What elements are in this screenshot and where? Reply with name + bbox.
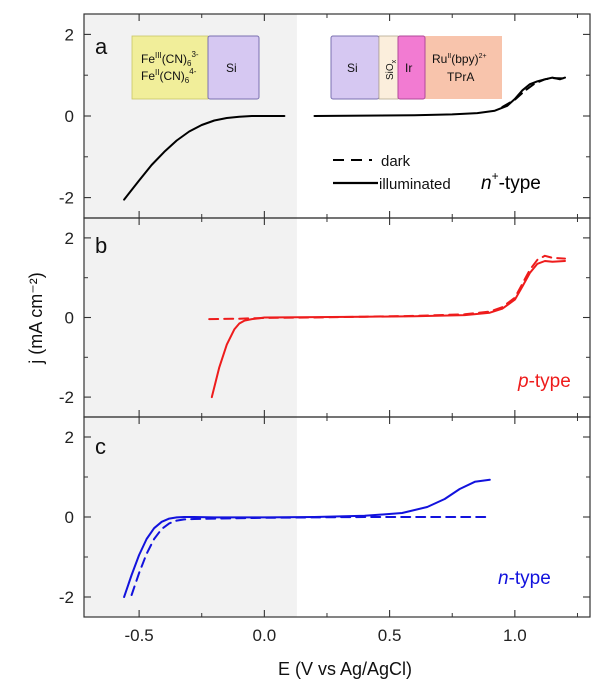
y-tick-label: 2 — [65, 428, 74, 447]
x-axis-title: E (V vs Ag/AgCl) — [278, 659, 412, 679]
y-tick-label: 0 — [65, 309, 74, 328]
panel-c-solid-curve-0 — [123, 478, 491, 598]
x-tick-label: 1.0 — [503, 626, 527, 645]
y-tick-label: -2 — [59, 189, 74, 208]
panel-a-solid-curve-0 — [123, 115, 286, 201]
ticks-layer: -0.5 0.0 0.5 1.0 -2 0 2 -2 0 2 -2 0 2 — [59, 14, 590, 645]
type-label-c-rest: -type — [509, 568, 551, 589]
x-tick-label: -0.5 — [124, 626, 153, 645]
inset-left-l2-sup: II — [155, 68, 159, 77]
inset-right-catalyst-box — [397, 35, 426, 100]
y-tick-label: -2 — [59, 588, 74, 607]
inset-left-electrolyte-box — [131, 35, 209, 100]
curves-layer — [123, 76, 566, 598]
legend-illuminated-label: illuminated — [379, 176, 451, 193]
panel-b-solid-curve-1 — [210, 260, 566, 399]
inset-left: FeIII(CN)63- FeII(CN)64- Si — [131, 35, 260, 100]
inset-right-catalyst-label: Ir — [405, 61, 412, 75]
inset-right-electrode-label: Si — [347, 61, 358, 75]
inset-right-electrolyte-box — [425, 36, 502, 99]
inset-right-oxide-pre: SiO — [385, 63, 396, 80]
type-label-a-rest: -type — [499, 173, 541, 194]
inset-left-electrode-box — [207, 35, 260, 100]
y-tick-label: 0 — [65, 107, 74, 126]
inset-left-l1-mid: (CN) — [162, 52, 187, 66]
type-label-b-rest: -type — [529, 371, 571, 392]
type-label-b-italic: p — [517, 371, 529, 392]
x-tick-label: 0.5 — [378, 626, 402, 645]
inset-left-electrolyte-line1: FeIII(CN)63- — [141, 50, 199, 68]
inset-right-l1-sup2: 2+ — [479, 53, 487, 60]
type-label-c-italic: n — [498, 568, 509, 589]
type-label-b: p-type — [517, 371, 571, 392]
x-tick-label: 0.0 — [253, 626, 277, 645]
inset-right-l1-mid: (bpy) — [451, 52, 478, 66]
inset-right-oxide-sub: x — [391, 59, 398, 63]
panel-letter-a: a — [95, 34, 108, 59]
inset-left-l1-sup2: 3- — [191, 50, 198, 59]
y-tick-label: 2 — [65, 25, 74, 44]
inset-right-electrolyte-line2: TPrA — [447, 70, 474, 84]
inset-left-l2-sub: 6 — [185, 76, 190, 85]
y-axis-title: j (mA cm⁻²) — [26, 272, 46, 365]
legend: dark illuminated — [333, 153, 451, 193]
type-label-a-sup: + — [492, 169, 499, 183]
inset-right-electrolyte-line1: RuII(bpy)2+ — [432, 52, 487, 66]
inset-left-l1-pre: Fe — [141, 52, 155, 66]
inset-left-electrolyte-line2: FeII(CN)64- — [141, 67, 197, 85]
inset-right-l1-sup: II — [447, 53, 451, 60]
panel-letter-b: b — [95, 233, 107, 258]
panel-c-dashed-curve-1 — [130, 516, 491, 596]
y-tick-label: -2 — [59, 388, 74, 407]
inset-left-l2-mid: (CN) — [159, 69, 184, 83]
y-tick-label: 2 — [65, 229, 74, 248]
inset-left-l1-sup: III — [155, 51, 162, 60]
inset-right: Si SiOx Ir RuII(bpy)2+ TPrA — [330, 35, 502, 100]
illumination-shading-layer — [84, 14, 297, 617]
inset-left-l2-pre: Fe — [141, 69, 155, 83]
type-label-a-italic: n — [481, 173, 492, 194]
legend-dark-label: dark — [381, 153, 411, 170]
inset-left-l2-sup2: 4- — [189, 67, 196, 76]
shaded-region — [84, 14, 297, 617]
inset-right-l1-pre: Ru — [432, 52, 447, 66]
panel-a-dashed-curve-2 — [501, 77, 566, 108]
type-label-a: n+-type — [481, 169, 541, 194]
y-tick-label: 0 — [65, 508, 74, 527]
inset-left-electrode-label: Si — [226, 61, 237, 75]
type-label-c: n-type — [498, 568, 551, 589]
panel-letter-c: c — [95, 434, 106, 459]
inset-left-l1-sub: 6 — [187, 59, 192, 68]
inset-right-oxide-label: SiOx — [385, 59, 398, 80]
